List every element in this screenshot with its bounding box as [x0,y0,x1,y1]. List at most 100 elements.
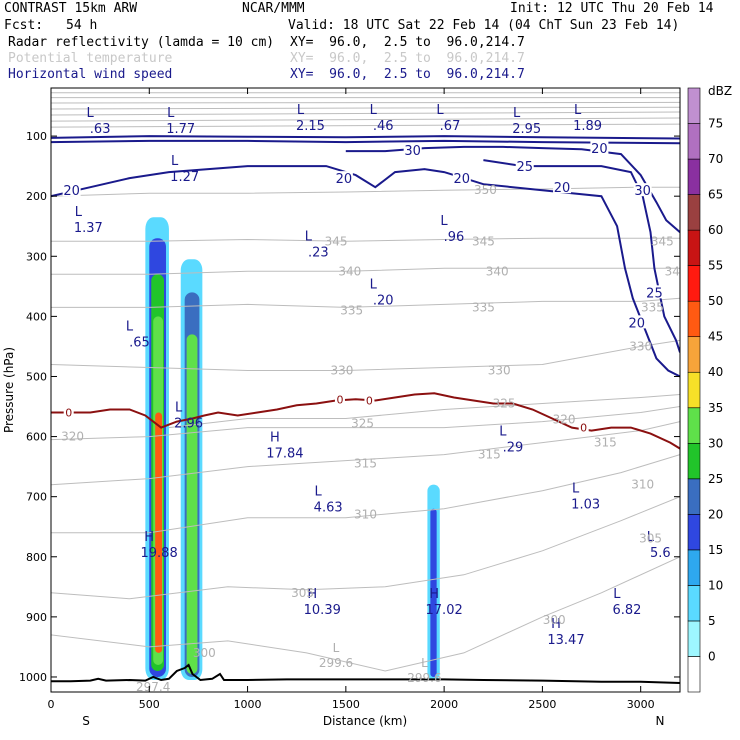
y-axis-label: Pressure (hPa) [2,347,16,433]
colorbar-level-11: 55 [708,259,723,273]
wind-contour-3 [51,139,680,145]
wind-extremum-letter-7: L [171,154,179,169]
colorbar-level-9: 45 [708,330,723,344]
y-tick-label-8: 900 [26,611,47,624]
theta-contour-5 [168,394,680,429]
x-tick-label-6: 3000 [627,698,655,711]
colorbar-swatch-3 [687,549,701,586]
theta-contour-1 [51,496,680,600]
wind-extremum-value-6: 1.89 [573,119,602,134]
center-label: NCAR/MMM [242,1,305,16]
wind-extremum-letter-21: H [429,587,439,602]
field-wind-name: Horizontal wind speed [8,67,173,82]
theta-label-9-0: 345 [325,234,348,248]
wind-extremum-letter-10: L [305,229,313,244]
wind-label-bg-0-5 [627,315,646,329]
colorbar-level-6: 30 [708,436,723,450]
wind-extremum-letter-17: L [572,482,580,497]
theta-label-6-2: 330 [629,339,652,353]
colorbar-level-0: 0 [708,649,716,663]
init-time: Init: 12 UTC Thu 20 Feb 14 [510,1,714,16]
wind-extremum-value-13: 2.96 [174,417,203,432]
theta-label-7-2: 335 [641,300,664,314]
wind-label-2-1: 30 [634,184,651,199]
theta-contour-3 [51,421,680,486]
wind-label-0-2: 20 [454,172,471,187]
theta-contour-0 [51,556,680,672]
theta-contour-12 [51,117,680,122]
theta-label-0-1: 300 [543,613,566,627]
wind-extremum-letter-15: L [499,425,507,440]
x-tick-label-5: 2500 [528,698,556,711]
theta-label-8-0: 340 [338,264,361,278]
wind-extremum-letter-16: L [315,485,323,500]
wind-extremum-letter-2: L [297,103,305,118]
wind-extremum-letter-22: L [613,587,621,602]
wind-extremum-value-14: 17.84 [266,447,303,462]
theta-label-6-0: 330 [330,363,353,377]
colorbar-swatch-16 [687,87,701,124]
field-theta-xy: XY= 96.0, 2.5 to 96.0,214.7 [290,51,525,66]
wind-extremum-letter-14: H [270,431,280,446]
colorbar-swatch-0 [687,656,701,693]
field-wind-xy: XY= 96.0, 2.5 to 96.0,214.7 [290,67,525,82]
wind-extremum-letter-3: L [370,103,378,118]
wind-extremum-value-15: .29 [503,441,524,456]
colorbar-level-1: 5 [708,614,716,628]
valid-time: Valid: 18 UTC Sat 22 Feb 14 (04 ChT Sun … [288,18,680,33]
freezing-label-1: 0 [336,393,343,406]
north-label: N [656,714,665,728]
colorbar-level-8: 40 [708,365,723,379]
colorbar: 0 5 10 15 20 25 30 35 40 45 50 55 60 65 70 75 [687,87,723,693]
y-tick-label-1: 200 [26,190,47,203]
x-tick-label-2: 1000 [234,698,262,711]
colorbar-level-3: 15 [708,543,723,557]
theta-label-4-1: 320 [553,413,576,427]
wind-label-bg-0-2 [452,171,471,185]
colorbar-level-2: 10 [708,578,723,592]
wind-label-0-3: 20 [554,181,571,196]
wind-contour-4 [51,135,680,140]
theta-label-3-2: 315 [594,436,617,450]
wind-extremum-value-18: 5.6 [650,546,671,561]
wind-extremum-value-3: .46 [373,119,394,134]
theta-contour-14 [51,106,680,110]
y-tick-label-4: 500 [26,370,47,383]
field-reflectivity-xy: XY= 96.0, 2.5 to 96.0,214.7 [290,35,525,50]
colorbar-swatch-8 [687,371,701,409]
wind-extremum-value-21: 17.02 [426,603,463,618]
theta-label-4-0: 320 [61,430,84,444]
fcst-value: 54 h [66,18,98,33]
x-axis-label: Distance (km) [323,714,407,728]
theta-label-8-2: 340 [665,264,688,278]
x-tick-label-3: 1500 [332,698,360,711]
theta-contour-2 [51,454,680,534]
wind-label-bg-0-3 [553,180,572,194]
theta-extremum-letter-1: L [421,656,428,670]
theta-label-2-0: 310 [354,508,377,522]
theta-contour-9 [51,237,680,242]
wind-label-2-0: 30 [404,144,421,159]
theta-contour-11 [51,123,680,128]
theta-contour-6 [51,339,680,371]
wind-extremum-value-2: 2.15 [296,119,325,134]
wind-label-0-0: 20 [63,184,80,199]
colorbar-level-15: 75 [708,117,723,131]
wind-extremum-letter-13: L [175,401,183,416]
colorbar-level-13: 65 [708,188,723,202]
colorbar-level-4: 20 [708,507,723,521]
wind-extremum-value-5: 2.95 [512,122,541,137]
wind-label-0-5: 20 [628,316,645,331]
theta-label-2-1: 310 [631,478,654,492]
colorbar-swatch-2 [687,585,701,622]
theta-label-1-0: 305 [291,586,314,600]
theta-label-7-1: 335 [472,300,495,314]
wind-extremum-letter-23: H [551,617,561,632]
theta-extremum-letter-0: L [333,641,340,655]
colorbar-swatch-1 [687,620,701,657]
colorbar-swatch-14 [687,158,701,195]
colorbar-level-5: 25 [708,472,723,486]
wind-extremum-value-7: 1.27 [170,170,199,185]
